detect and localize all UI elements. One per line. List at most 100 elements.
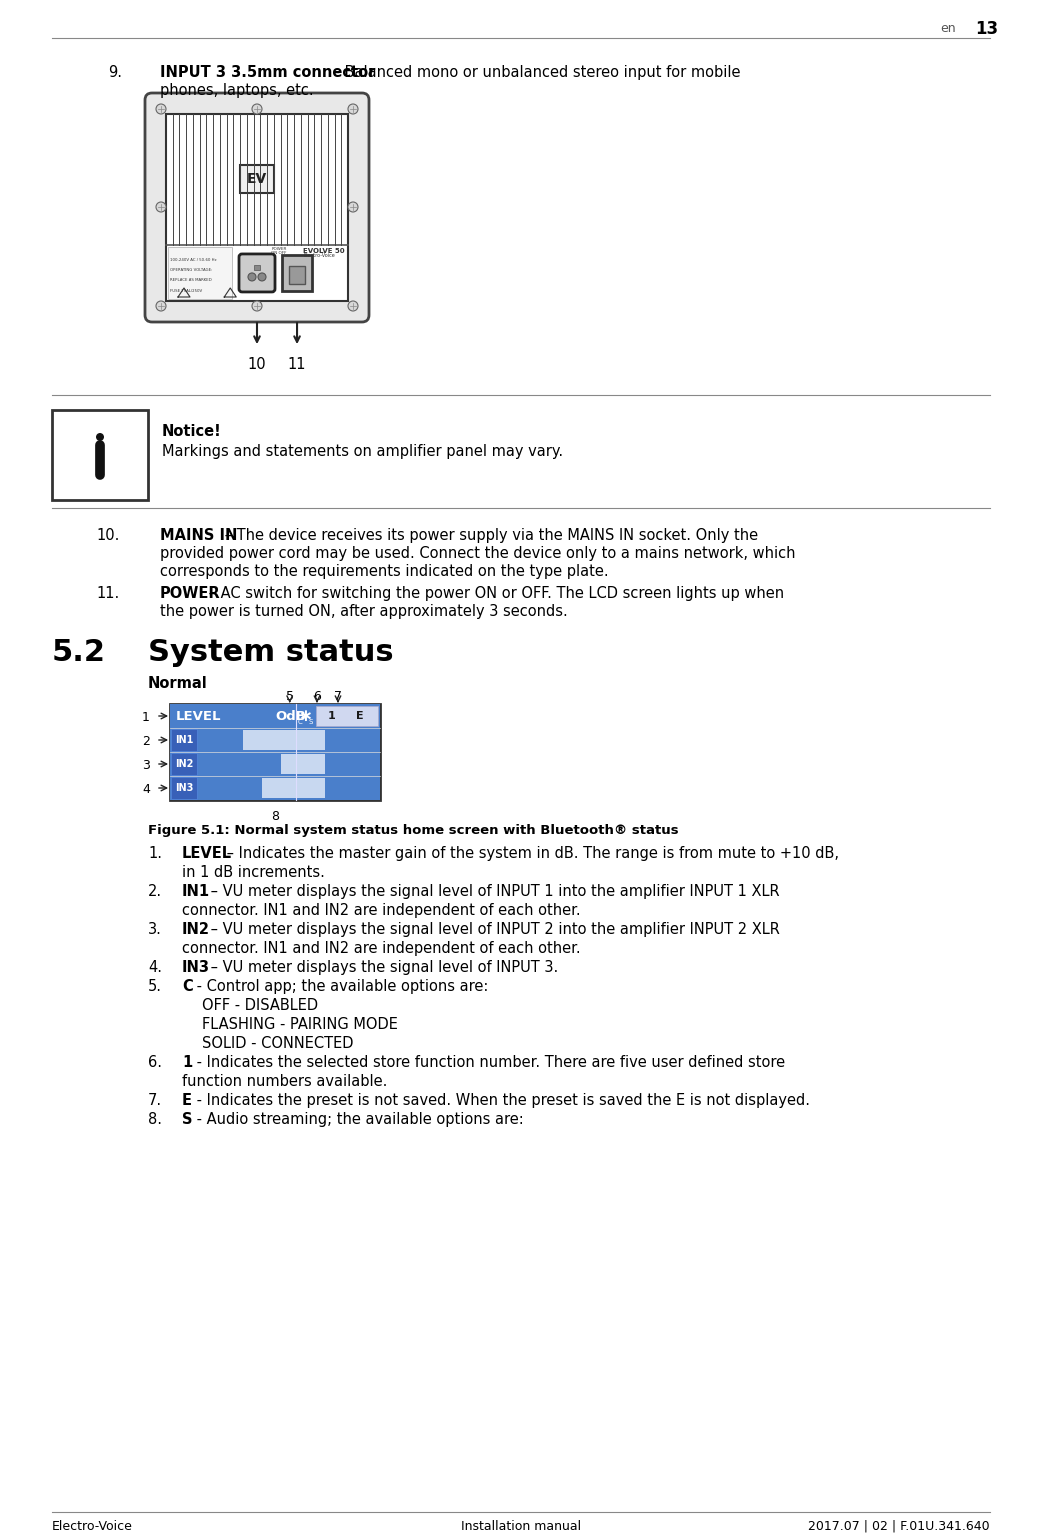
Text: 1.: 1. <box>148 846 162 861</box>
Text: S: S <box>308 718 313 725</box>
Circle shape <box>348 203 358 212</box>
Text: 4.: 4. <box>148 959 162 975</box>
Text: 10: 10 <box>248 358 267 371</box>
Text: ∗: ∗ <box>298 708 312 725</box>
Text: System status: System status <box>148 639 394 668</box>
Text: POWER
ON OFF: POWER ON OFF <box>271 247 287 255</box>
Circle shape <box>252 301 262 312</box>
Bar <box>289 266 305 284</box>
Bar <box>52 410 148 500</box>
Text: 5.: 5. <box>148 979 162 995</box>
Text: E: E <box>182 1093 192 1108</box>
FancyBboxPatch shape <box>240 166 274 193</box>
Text: 1: 1 <box>327 711 336 721</box>
Text: OFF - DISABLED: OFF - DISABLED <box>202 998 318 1013</box>
Bar <box>170 705 380 800</box>
Text: 8.: 8. <box>148 1111 162 1127</box>
Text: 2017.07 | 02 | F.01U.341.640: 2017.07 | 02 | F.01U.341.640 <box>809 1520 990 1533</box>
Bar <box>254 266 260 270</box>
Text: connector. IN1 and IN2 are independent of each other.: connector. IN1 and IN2 are independent o… <box>182 941 580 956</box>
Text: 11: 11 <box>288 358 306 371</box>
Text: 5: 5 <box>286 691 294 703</box>
Text: MAINS IN: MAINS IN <box>160 528 238 543</box>
Text: LEVEL: LEVEL <box>176 709 222 723</box>
Text: POWER: POWER <box>160 586 221 602</box>
Text: IN2: IN2 <box>175 758 193 769</box>
Bar <box>296 706 314 726</box>
Bar <box>170 705 380 728</box>
Text: 10.: 10. <box>96 528 120 543</box>
Text: - Indicates the preset is not saved. When the preset is saved the E is not displ: - Indicates the preset is not saved. Whe… <box>192 1093 810 1108</box>
Bar <box>166 114 348 301</box>
Text: 6.: 6. <box>148 1055 162 1070</box>
Text: – AC switch for switching the power ON or OFF. The LCD screen lights up when: – AC switch for switching the power ON o… <box>204 586 785 602</box>
Bar <box>327 754 379 775</box>
Text: connector. IN1 and IN2 are independent of each other.: connector. IN1 and IN2 are independent o… <box>182 903 580 918</box>
Text: Markings and statements on amplifier panel may vary.: Markings and statements on amplifier pan… <box>162 444 563 459</box>
Text: 7: 7 <box>334 691 342 703</box>
Bar <box>199 754 281 774</box>
Text: Normal: Normal <box>148 675 207 691</box>
Circle shape <box>156 301 166 312</box>
Text: FLASHING - PAIRING MODE: FLASHING - PAIRING MODE <box>202 1018 398 1032</box>
Text: IN1: IN1 <box>182 884 210 900</box>
Bar <box>199 778 262 798</box>
Text: INPUT 3 3.5mm connector: INPUT 3 3.5mm connector <box>160 64 375 80</box>
Text: function numbers available.: function numbers available. <box>182 1074 388 1088</box>
Text: 13: 13 <box>975 20 998 38</box>
Text: the power is turned ON, after approximately 3 seconds.: the power is turned ON, after approximat… <box>160 603 568 619</box>
Text: IN2: IN2 <box>182 923 210 936</box>
Text: Electro-Voice: Electro-Voice <box>303 253 334 258</box>
Text: SOLID - CONNECTED: SOLID - CONNECTED <box>202 1036 353 1051</box>
FancyBboxPatch shape <box>239 253 275 292</box>
Text: 4: 4 <box>142 783 150 797</box>
Text: Installation manual: Installation manual <box>461 1520 581 1533</box>
Text: IN3: IN3 <box>182 959 210 975</box>
Text: 1: 1 <box>142 711 150 725</box>
Text: in 1 dB increments.: in 1 dB increments. <box>182 866 325 880</box>
Text: phones, laptops, etc.: phones, laptops, etc. <box>160 83 314 98</box>
Bar <box>171 777 197 800</box>
Bar <box>171 754 197 775</box>
Text: E: E <box>355 711 364 721</box>
Text: S: S <box>182 1111 193 1127</box>
Bar <box>327 777 379 800</box>
Bar <box>199 754 325 774</box>
Text: 3.: 3. <box>148 923 162 936</box>
Text: 9.: 9. <box>108 64 122 80</box>
Bar <box>170 752 380 777</box>
Text: 11.: 11. <box>96 586 119 602</box>
Text: 2.: 2. <box>148 884 163 900</box>
Text: – Indicates the master gain of the system in dB. The range is from mute to +10 d: – Indicates the master gain of the syste… <box>222 846 839 861</box>
Bar <box>168 247 231 299</box>
Text: IN3: IN3 <box>175 783 193 794</box>
Text: C: C <box>182 979 193 995</box>
Text: 3: 3 <box>142 758 150 772</box>
Text: 8: 8 <box>271 810 279 823</box>
Text: 7.: 7. <box>148 1093 163 1108</box>
Bar <box>282 255 312 292</box>
Bar <box>199 731 325 751</box>
Text: Electro-Voice: Electro-Voice <box>52 1520 133 1533</box>
Bar <box>170 777 380 800</box>
Text: – The device receives its power supply via the MAINS IN socket. Only the: – The device receives its power supply v… <box>220 528 759 543</box>
Text: 1: 1 <box>182 1055 193 1070</box>
Circle shape <box>348 301 358 312</box>
FancyBboxPatch shape <box>145 94 369 322</box>
Circle shape <box>252 104 262 114</box>
Text: – VU meter displays the signal level of INPUT 2 into the amplifier INPUT 2 XLR: – VU meter displays the signal level of … <box>206 923 779 936</box>
Text: – Balanced mono or unbalanced stereo input for mobile: – Balanced mono or unbalanced stereo inp… <box>328 64 741 80</box>
Bar <box>199 731 243 751</box>
Circle shape <box>258 273 266 281</box>
Text: corresponds to the requirements indicated on the type plate.: corresponds to the requirements indicate… <box>160 563 609 579</box>
Text: LEVEL: LEVEL <box>182 846 232 861</box>
Text: 100-240V AC / 50-60 Hz: 100-240V AC / 50-60 Hz <box>170 258 217 262</box>
Text: Notice!: Notice! <box>162 424 222 439</box>
Bar <box>327 729 379 751</box>
Text: – VU meter displays the signal level of INPUT 1 into the amplifier INPUT 1 XLR: – VU meter displays the signal level of … <box>206 884 779 900</box>
Text: - Control app; the available options are:: - Control app; the available options are… <box>192 979 489 995</box>
Text: en: en <box>940 21 956 35</box>
Bar <box>171 729 197 751</box>
Text: Figure 5.1: Normal system status home screen with Bluetooth® status: Figure 5.1: Normal system status home sc… <box>148 824 678 837</box>
Text: EVOLVE 50: EVOLVE 50 <box>303 247 345 253</box>
